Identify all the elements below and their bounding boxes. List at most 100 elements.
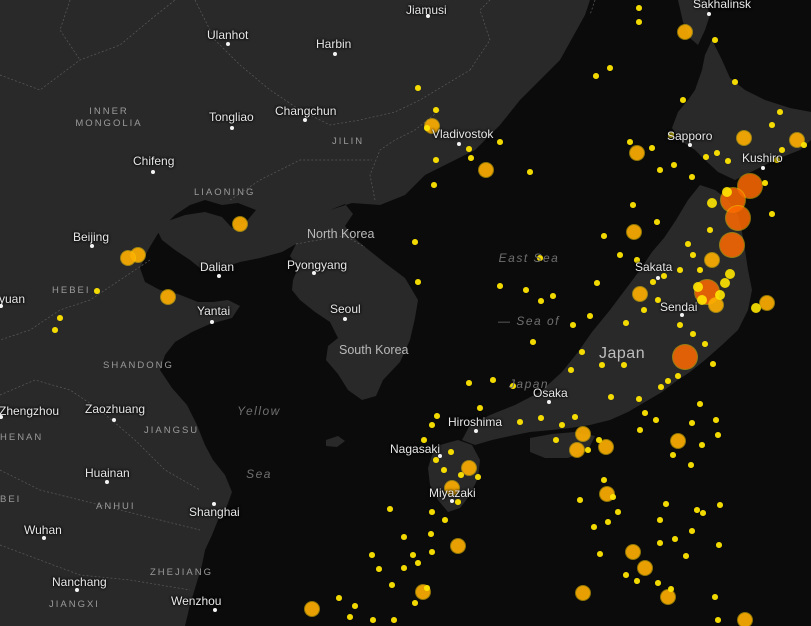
earthquake-marker[interactable] (617, 252, 623, 258)
earthquake-marker[interactable] (689, 420, 695, 426)
earthquake-marker[interactable] (538, 298, 544, 304)
earthquake-marker[interactable] (712, 37, 718, 43)
earthquake-marker[interactable] (738, 613, 752, 626)
earthquake-marker[interactable] (527, 169, 533, 175)
earthquake-marker[interactable] (412, 239, 418, 245)
earthquake-marker[interactable] (594, 280, 600, 286)
earthquake-marker[interactable] (688, 462, 694, 468)
earthquake-marker[interactable] (57, 315, 63, 321)
earthquake-marker[interactable] (593, 73, 599, 79)
earthquake-marker[interactable] (641, 307, 647, 313)
earthquake-marker[interactable] (636, 19, 642, 25)
earthquake-marker[interactable] (433, 457, 439, 463)
earthquake-marker[interactable] (690, 331, 696, 337)
earthquake-marker[interactable] (510, 383, 516, 389)
earthquake-marker[interactable] (720, 278, 730, 288)
earthquake-marker[interactable] (697, 295, 707, 305)
earthquake-marker[interactable] (305, 602, 319, 616)
earthquake-marker[interactable] (553, 437, 559, 443)
earthquake-marker[interactable] (769, 122, 775, 128)
earthquake-marker[interactable] (623, 320, 629, 326)
earthquake-marker[interactable] (627, 225, 641, 239)
earthquake-marker[interactable] (431, 182, 437, 188)
earthquake-marker[interactable] (760, 296, 774, 310)
earthquake-marker[interactable] (537, 255, 543, 261)
earthquake-marker[interactable] (599, 440, 613, 454)
earthquake-marker[interactable] (608, 394, 614, 400)
earthquake-marker[interactable] (630, 202, 636, 208)
earthquake-marker[interactable] (572, 414, 578, 420)
earthquake-marker[interactable] (634, 257, 640, 263)
earthquake-marker[interactable] (568, 367, 574, 373)
earthquake-marker[interactable] (709, 298, 723, 312)
earthquake-marker[interactable] (576, 586, 590, 600)
earthquake-marker[interactable] (715, 432, 721, 438)
earthquake-marker[interactable] (451, 539, 465, 553)
earthquake-marker[interactable] (671, 434, 685, 448)
earthquake-marker[interactable] (466, 380, 472, 386)
earthquake-marker[interactable] (715, 290, 725, 300)
earthquake-marker[interactable] (663, 501, 669, 507)
earthquake-marker[interactable] (415, 279, 421, 285)
earthquake-marker[interactable] (389, 582, 395, 588)
earthquake-marker[interactable] (638, 561, 652, 575)
earthquake-marker[interactable] (700, 510, 706, 516)
earthquake-marker[interactable] (769, 211, 775, 217)
earthquake-marker[interactable] (479, 163, 493, 177)
earthquake-marker[interactable] (751, 303, 761, 313)
earthquake-marker[interactable] (633, 287, 647, 301)
earthquake-marker[interactable] (538, 415, 544, 421)
earthquake-marker[interactable] (421, 437, 427, 443)
earthquake-marker[interactable] (347, 614, 353, 620)
earthquake-marker[interactable] (668, 132, 674, 138)
earthquake-marker[interactable] (607, 65, 613, 71)
earthquake-marker[interactable] (579, 349, 585, 355)
earthquake-marker[interactable] (636, 5, 642, 11)
earthquake-marker[interactable] (591, 524, 597, 530)
earthquake-marker[interactable] (673, 345, 697, 369)
earthquake-marker[interactable] (599, 362, 605, 368)
earthquake-marker[interactable] (715, 617, 721, 623)
earthquake-marker[interactable] (712, 594, 718, 600)
earthquake-marker[interactable] (665, 378, 671, 384)
earthquake-marker[interactable] (670, 452, 676, 458)
earthquake-marker[interactable] (657, 167, 663, 173)
earthquake-marker[interactable] (468, 155, 474, 161)
earthquake-marker[interactable] (610, 494, 616, 500)
earthquake-marker[interactable] (642, 410, 648, 416)
earthquake-marker[interactable] (559, 422, 565, 428)
earthquake-marker[interactable] (699, 442, 705, 448)
earthquake-marker[interactable] (637, 427, 643, 433)
earthquake-marker[interactable] (626, 545, 640, 559)
earthquake-marker[interactable] (530, 339, 536, 345)
earthquake-marker[interactable] (655, 297, 661, 303)
earthquake-marker[interactable] (429, 509, 435, 515)
earthquake-marker[interactable] (601, 233, 607, 239)
earthquake-marker[interactable] (352, 603, 358, 609)
earthquake-marker[interactable] (655, 580, 661, 586)
earthquake-marker[interactable] (445, 481, 459, 495)
earthquake-marker[interactable] (497, 283, 503, 289)
earthquake-marker[interactable] (428, 531, 434, 537)
earthquake-marker[interactable] (690, 252, 696, 258)
earthquake-marker[interactable] (779, 147, 785, 153)
earthquake-marker[interactable] (737, 131, 751, 145)
earthquake-marker[interactable] (697, 267, 703, 273)
earthquake-marker[interactable] (448, 449, 454, 455)
earthquake-marker[interactable] (433, 157, 439, 163)
earthquake-marker[interactable] (762, 180, 768, 186)
earthquake-marker[interactable] (689, 174, 695, 180)
earthquake-marker[interactable] (429, 422, 435, 428)
earthquake-marker[interactable] (410, 552, 416, 558)
earthquake-marker[interactable] (458, 472, 464, 478)
earthquake-marker[interactable] (391, 617, 397, 623)
earthquake-marker[interactable] (703, 154, 709, 160)
earthquake-marker[interactable] (707, 198, 717, 208)
earthquake-marker[interactable] (722, 187, 732, 197)
earthquake-marker[interactable] (52, 327, 58, 333)
earthquake-marker[interactable] (550, 293, 556, 299)
earthquake-marker[interactable] (677, 267, 683, 273)
earthquake-marker[interactable] (657, 517, 663, 523)
earthquake-marker[interactable] (596, 437, 602, 443)
